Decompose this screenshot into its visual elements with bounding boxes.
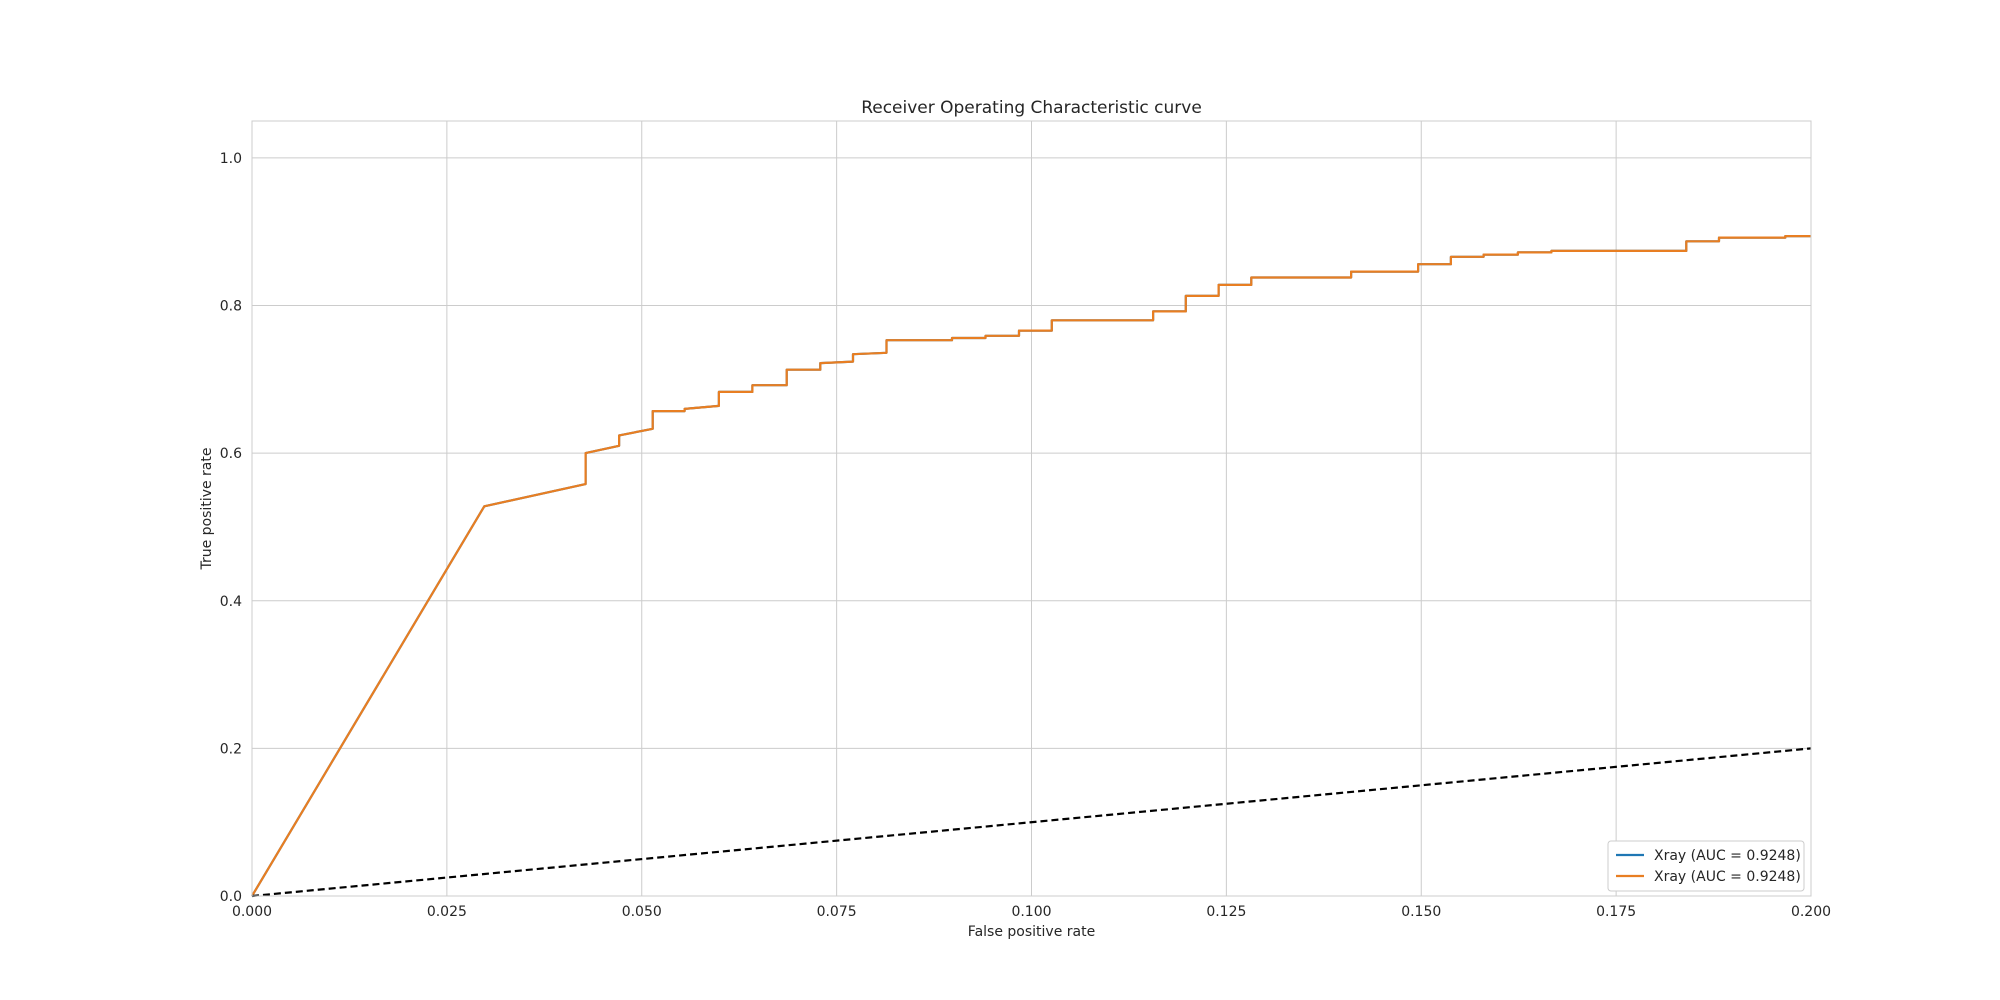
x-tick-label: 0.025 — [427, 904, 467, 920]
y-tick-label: 0.4 — [220, 594, 242, 610]
legend-box — [1607, 840, 1805, 892]
x-tick-label: 0.200 — [1791, 904, 1831, 920]
chart-title: Receiver Operating Characteristic curve — [861, 98, 1202, 118]
x-tick-label: 0.050 — [622, 904, 662, 920]
x-tick-label: 0.125 — [1206, 904, 1246, 920]
legend-label: Xray (AUC = 0.9248) — [1654, 848, 1801, 864]
x-axis-label: False positive rate — [968, 924, 1095, 940]
y-tick-label: 1.0 — [220, 151, 242, 167]
y-axis-label: True positive rate — [199, 448, 215, 571]
x-tick-labels: 0.000 0.025 0.050 0.075 0.100 0.125 0.150 0.175… — [232, 904, 1831, 920]
x-tick-label: 0.075 — [817, 904, 857, 920]
plot-frame — [251, 120, 1812, 897]
chance-diagonal-line — [251, 747, 1812, 898]
y-tick-label: 0.6 — [220, 446, 242, 462]
y-tick-label: 0.0 — [220, 889, 242, 905]
y-tick-label: 0.8 — [220, 299, 242, 315]
legend-label: Xray (AUC = 0.9248) — [1654, 869, 1801, 885]
legend: Xray (AUC = 0.9248) Xray (AUC = 0.9248) — [1607, 840, 1805, 892]
y-tick-label: 0.2 — [220, 741, 242, 757]
roc-curve-line-2 — [251, 235, 1811, 897]
grid — [251, 121, 1812, 897]
y-tick-labels: 0.0 0.2 0.4 0.6 0.8 1.0 — [220, 151, 242, 905]
x-tick-label: 0.175 — [1596, 904, 1636, 920]
x-tick-label: 0.000 — [232, 904, 272, 920]
series-lines — [251, 235, 1812, 898]
x-tick-label: 0.100 — [1011, 904, 1051, 920]
x-tick-label: 0.150 — [1401, 904, 1441, 920]
